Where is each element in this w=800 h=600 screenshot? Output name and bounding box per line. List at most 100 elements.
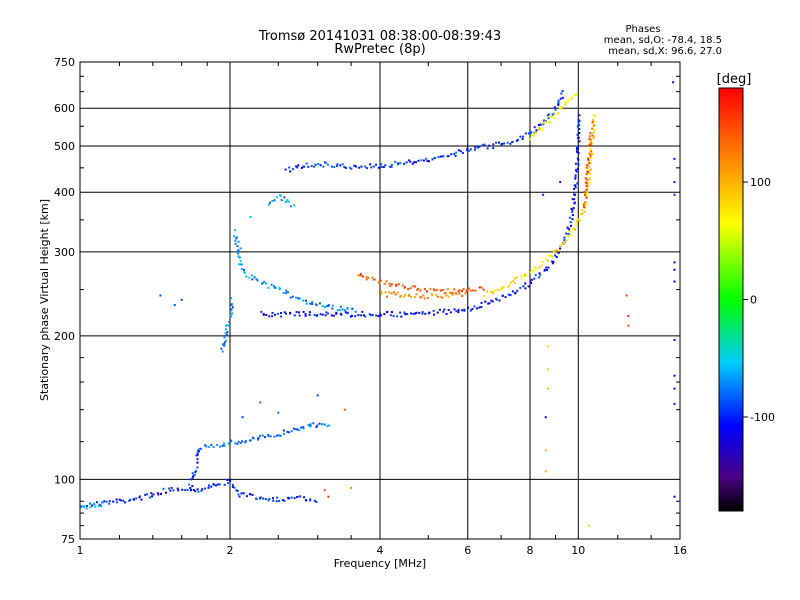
echo-point: [336, 165, 338, 167]
echo-point: [296, 166, 299, 169]
echo-point: [588, 178, 591, 181]
echo-point: [530, 278, 533, 281]
echo-point: [587, 157, 590, 160]
echo-point: [223, 341, 226, 344]
echo-point: [188, 483, 191, 486]
echo-point: [539, 123, 542, 126]
echo-point: [587, 158, 590, 161]
echo-point: [399, 296, 402, 298]
echo-point: [578, 140, 581, 143]
echo-point: [569, 221, 572, 224]
echo-point: [461, 152, 464, 154]
echo-point: [577, 159, 580, 161]
echo-point: [357, 274, 360, 277]
echo-point: [538, 266, 541, 269]
echo-point: [244, 440, 247, 443]
echo-point: [390, 311, 393, 313]
echo-point: [265, 282, 267, 285]
echo-point: [405, 161, 408, 164]
echo-point: [237, 493, 240, 496]
echo-point: [584, 192, 587, 195]
echo-point: [576, 145, 578, 148]
echo-point: [585, 194, 588, 197]
echo-point: [528, 138, 531, 141]
echo-point: [103, 500, 106, 503]
echo-point: [583, 210, 586, 213]
echo-point: [162, 487, 165, 490]
echo-point: [237, 440, 240, 443]
echo-point: [227, 482, 230, 484]
echo-point: [265, 314, 268, 316]
echo-point: [100, 505, 103, 508]
echo-point: [396, 315, 399, 318]
echo-point: [468, 149, 471, 152]
echo-point: [91, 504, 94, 507]
echo-point: [455, 292, 458, 295]
echo-point: [227, 478, 230, 481]
echo-point: [570, 97, 573, 100]
echo-point: [531, 134, 534, 137]
echo-point: [380, 166, 383, 168]
echo-point: [309, 423, 312, 426]
echo-point: [299, 495, 302, 498]
echo-point: [538, 272, 541, 275]
echo-point: [245, 275, 248, 278]
echo-point: [439, 289, 442, 292]
echo-point: [332, 314, 335, 317]
echo-point: [627, 315, 630, 318]
echo-point: [584, 194, 586, 197]
echo-point: [343, 309, 346, 312]
echo-point: [284, 168, 287, 171]
echo-point: [135, 497, 138, 500]
echo-point: [554, 254, 557, 257]
echo-point: [237, 255, 240, 258]
echo-point: [585, 189, 588, 192]
y-tick-label: 200: [54, 330, 75, 343]
echo-point: [575, 169, 577, 171]
x-tick-label: 8: [527, 544, 534, 557]
echo-point: [466, 289, 468, 291]
echo-point: [589, 154, 592, 156]
echo-point: [253, 276, 256, 279]
echo-point: [567, 98, 570, 101]
echo-point: [273, 199, 276, 202]
colorbar-ticks: 100 0 -100: [743, 176, 775, 424]
echo-point: [82, 504, 85, 507]
echo-point: [257, 438, 259, 441]
echo-point: [277, 312, 279, 315]
echo-point: [585, 166, 588, 169]
echo-point: [335, 311, 338, 314]
echo-point: [105, 500, 108, 503]
echo-point: [239, 441, 242, 444]
echo-point: [404, 294, 407, 296]
echo-point: [527, 132, 530, 135]
echo-point: [280, 312, 282, 314]
echo-point: [538, 128, 541, 131]
echo-point: [409, 160, 412, 163]
echo-point: [588, 143, 591, 146]
echo-point: [304, 499, 307, 502]
echo-point: [351, 307, 354, 310]
echo-point: [190, 489, 192, 492]
echo-point: [343, 166, 346, 168]
echo-point: [196, 451, 199, 454]
echo-point: [321, 313, 324, 316]
echo-point: [192, 489, 195, 491]
echo-point: [573, 93, 576, 96]
echo-point: [498, 289, 501, 292]
echo-point: [578, 218, 580, 221]
echo-point: [196, 453, 199, 456]
echo-point: [577, 162, 580, 165]
echo-point: [267, 434, 270, 436]
echo-point: [283, 432, 285, 435]
echo-point: [514, 291, 517, 294]
echo-point: [312, 422, 315, 425]
echo-point: [442, 310, 445, 313]
echo-point: [547, 117, 550, 120]
echo-point: [240, 268, 243, 271]
echo-point: [262, 497, 265, 500]
echo-point: [544, 416, 547, 419]
echo-point: [390, 283, 393, 286]
echo-point: [570, 96, 573, 99]
